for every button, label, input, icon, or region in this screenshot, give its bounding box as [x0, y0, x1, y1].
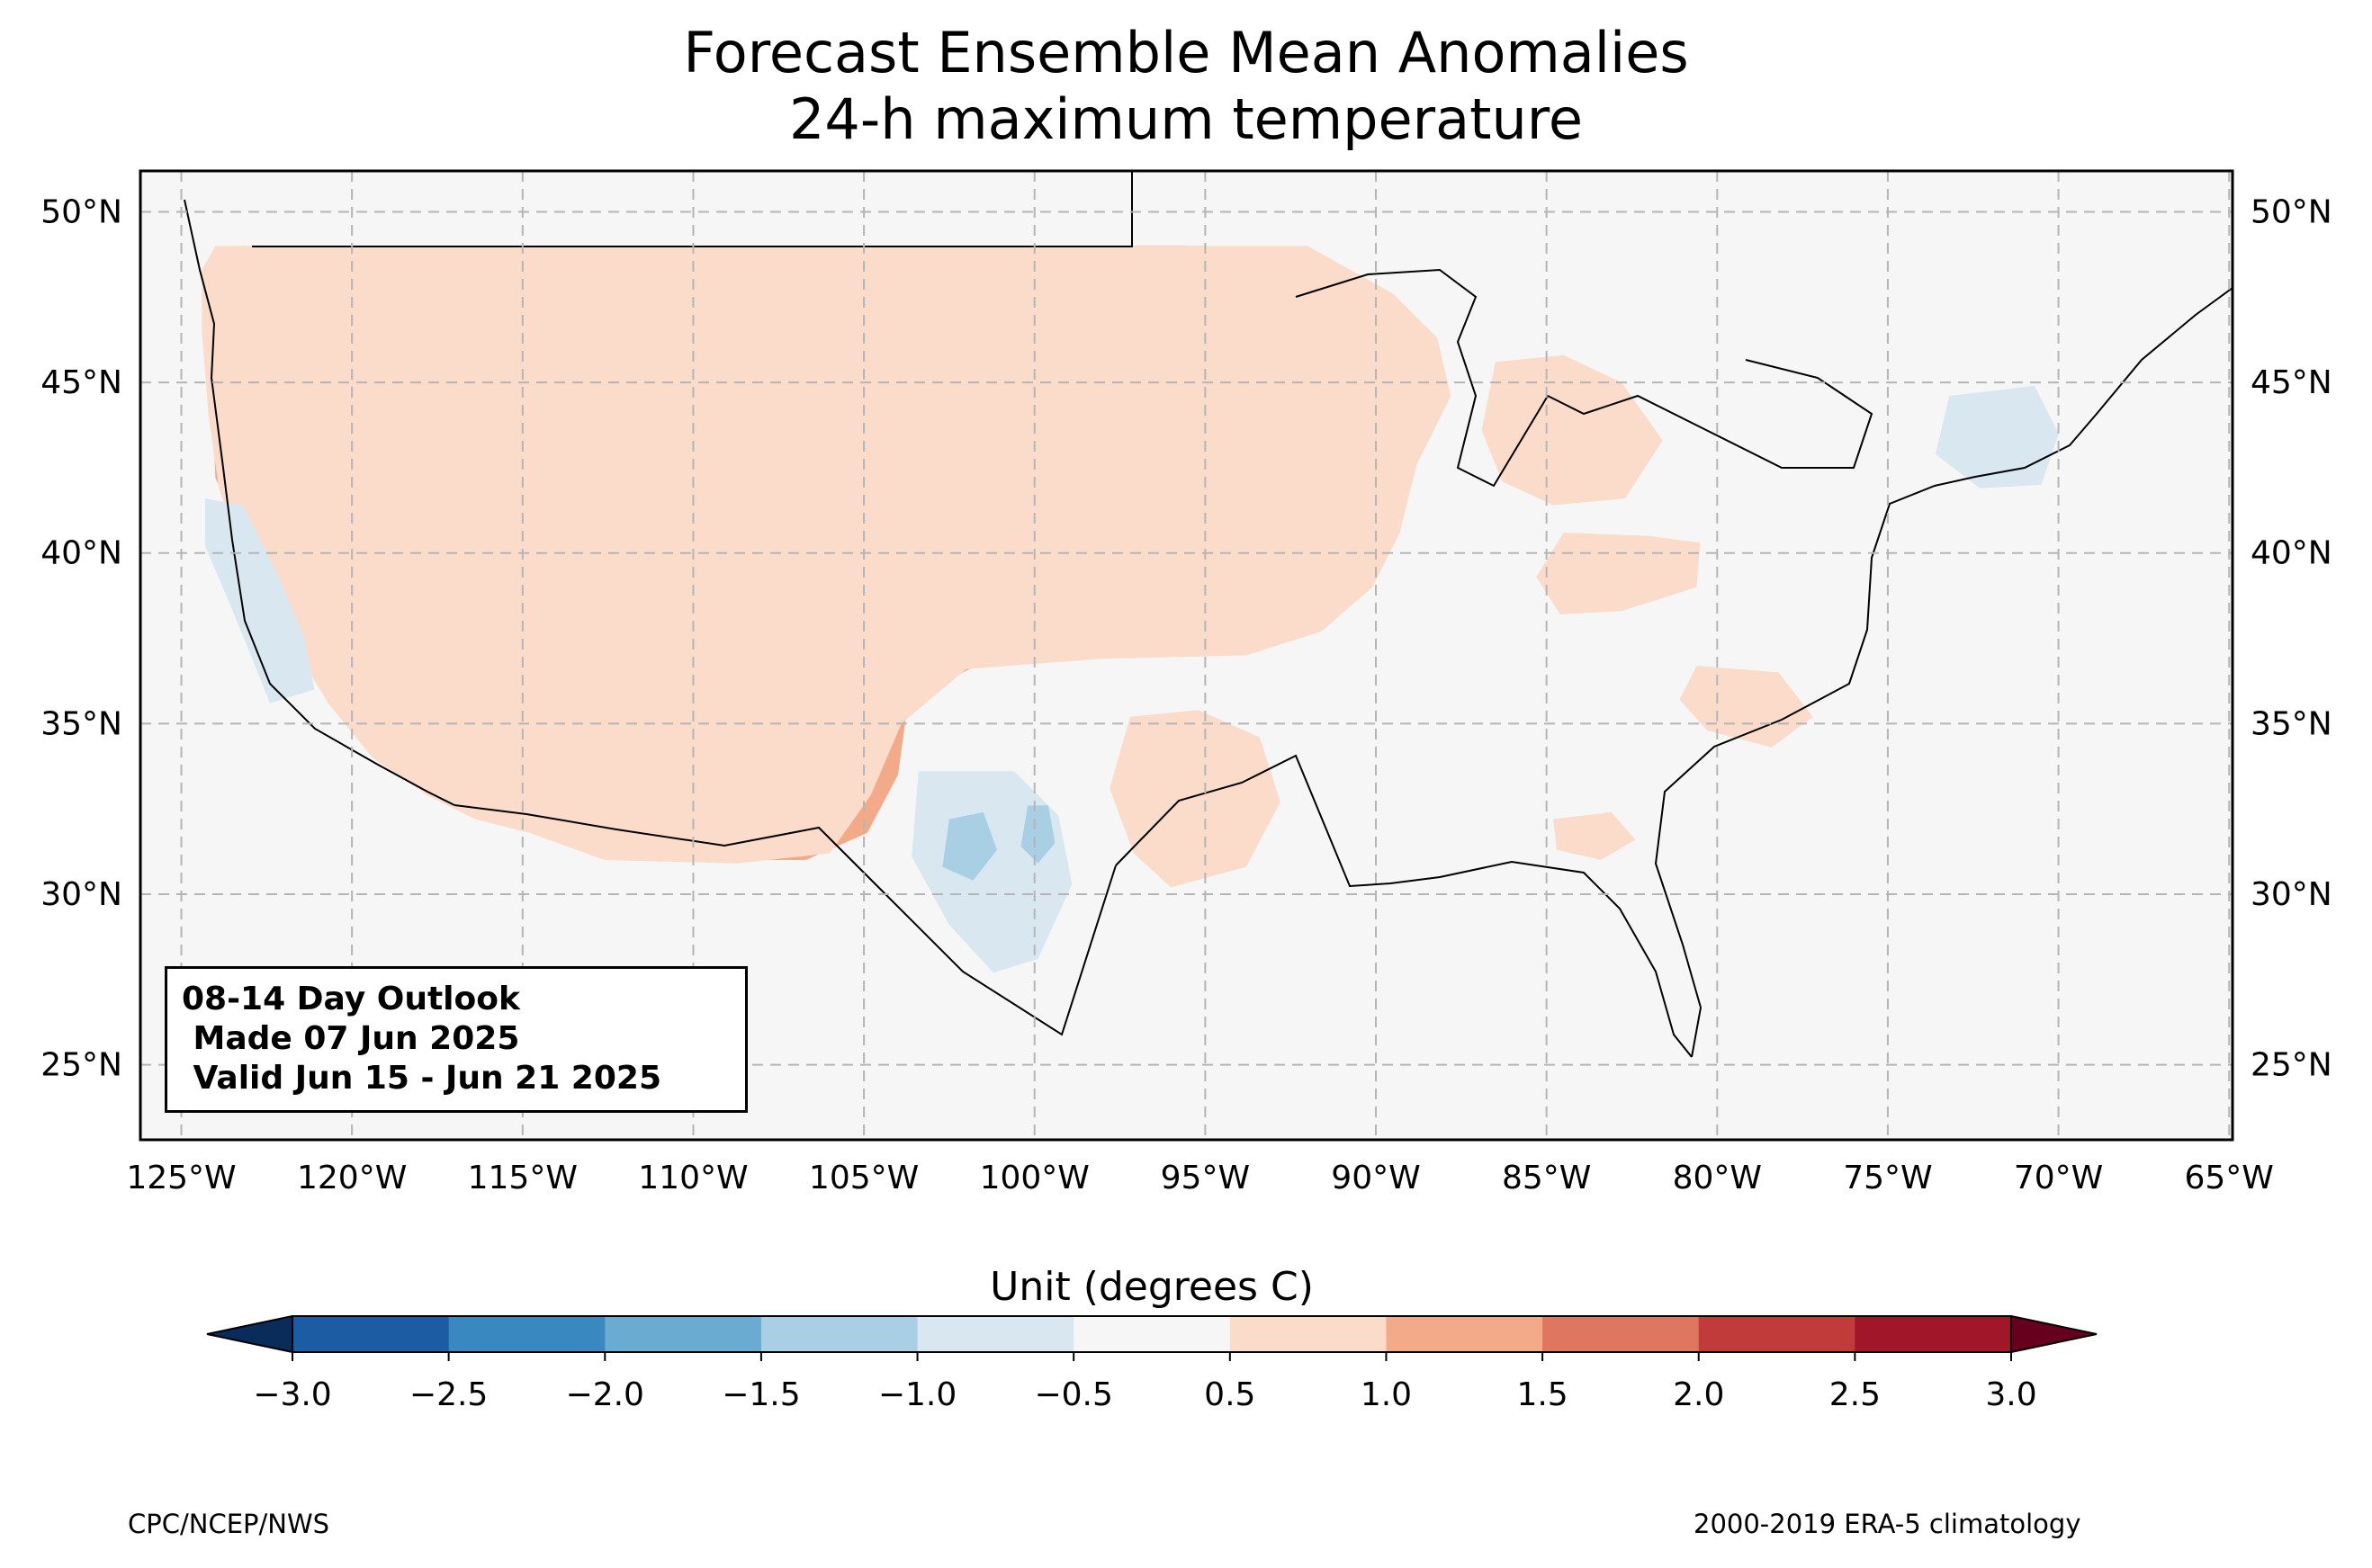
colorbar-tick-label-0: −3.0 — [253, 1376, 331, 1413]
lon-label-1: 120°W — [297, 1160, 407, 1196]
lat-label-left-5: 50°N — [40, 194, 122, 231]
colorbar-swatch-1 — [448, 1316, 606, 1352]
lon-label-12: 65°W — [2185, 1160, 2274, 1196]
outlook-info-box: 08-14 Day Outlook Made 07 Jun 2025 Valid… — [165, 966, 748, 1113]
anomaly-region-14 — [942, 811, 997, 881]
colorbar-tick-label-11: 3.0 — [1985, 1376, 2036, 1413]
map-panel — [139, 169, 2234, 1142]
lon-label-4: 105°W — [809, 1160, 919, 1196]
anomaly-region-13 — [1936, 385, 2059, 488]
lat-label-right-5: 50°N — [2251, 194, 2332, 231]
colorbar-tick-label-2: −2.0 — [566, 1376, 644, 1413]
colorbar-swatch-0 — [292, 1316, 450, 1352]
lat-label-left-4: 45°N — [40, 364, 122, 401]
lon-label-3: 110°W — [638, 1160, 748, 1196]
lat-label-right-3: 40°N — [2251, 535, 2332, 572]
chart-title: Forecast Ensemble Mean Anomalies 24-h ma… — [0, 20, 2372, 153]
anomaly-fill-layer — [202, 246, 2059, 973]
lon-label-10: 75°W — [1843, 1160, 1932, 1196]
anomaly-region-6 — [1481, 354, 1663, 506]
lat-label-right-1: 30°N — [2251, 876, 2332, 913]
latitude-labels-right: 25°N 30°N 35°N 40°N 45°N 50°N — [2251, 194, 2332, 1084]
colorbar-swatch-2 — [605, 1316, 762, 1352]
anomaly-region-15 — [1020, 805, 1056, 864]
colorbar-tick-labels: −3.0 −2.5 −2.0 −1.5 −1.0 −0.5 0.5 1.0 1.5 2.0 2.5 3… — [253, 1352, 2037, 1413]
colorbar-swatch-3 — [760, 1316, 919, 1352]
lat-label-left-1: 30°N — [40, 876, 122, 913]
credit-climatology: 2000-2019 ERA-5 climatology — [1694, 1509, 2081, 1539]
lat-label-left-3: 40°N — [40, 535, 122, 572]
lon-label-8: 85°W — [1502, 1160, 1591, 1196]
boundary-lines — [184, 171, 2233, 1058]
colorbar-extend-max — [2010, 1314, 2098, 1354]
anomaly-region-5 — [202, 246, 1451, 864]
colorbar-tick-label-1: −2.5 — [409, 1376, 488, 1413]
anomaly-region-10 — [1553, 811, 1636, 860]
colorbar-outline — [292, 1315, 2012, 1353]
outlook-valid-range: Valid Jun 15 - Jun 21 2025 — [182, 1060, 662, 1097]
anomaly-region-9 — [1110, 710, 1280, 888]
colorbar-swatch-4 — [917, 1316, 1074, 1352]
lon-label-2: 115°W — [468, 1160, 578, 1196]
lon-label-0: 125°W — [126, 1160, 236, 1196]
gulf-coastline — [1115, 754, 1693, 1058]
colorbar-tick-label-8: 1.5 — [1516, 1376, 1568, 1413]
map-frame — [139, 169, 2234, 1142]
colorbar-tick-label-7: 1.0 — [1361, 1376, 1412, 1413]
title-line-2: 24-h maximum temperature — [788, 86, 1584, 152]
outlook-period: 08-14 Day Outlook — [182, 981, 520, 1017]
colorbar-extend-min — [206, 1314, 293, 1354]
lat-label-left-2: 35°N — [40, 705, 122, 742]
lon-label-7: 90°W — [1331, 1160, 1420, 1196]
anomaly-region-8 — [1679, 665, 1813, 748]
anomaly-region-11 — [205, 498, 315, 703]
lat-label-right-4: 45°N — [2251, 364, 2332, 401]
lat-label-right-2: 35°N — [2251, 705, 2332, 742]
colorbar-tick-label-9: 2.0 — [1673, 1376, 1724, 1413]
lat-label-right-0: 25°N — [2251, 1047, 2332, 1084]
east-coastline — [1654, 287, 2233, 1058]
great-lakes-outline — [1295, 268, 1873, 488]
colorbar-tick-label-6: 0.5 — [1204, 1376, 1255, 1413]
colorbar — [206, 1314, 2098, 1354]
title-line-1: Forecast Ensemble Mean Anomalies — [683, 20, 1689, 85]
lon-label-11: 70°W — [2014, 1160, 2103, 1196]
outlook-made-date: Made 07 Jun 2025 — [182, 1020, 520, 1057]
lon-label-6: 95°W — [1161, 1160, 1250, 1196]
lon-label-5: 100°W — [980, 1160, 1090, 1196]
west-coastline — [184, 199, 455, 806]
latitude-labels-left: 25°N 30°N 35°N 40°N 45°N 50°N — [40, 194, 122, 1084]
lat-label-left-0: 25°N — [40, 1047, 122, 1084]
colorbar-label: Unit (degrees C) — [990, 1264, 1314, 1310]
colorbar-tick-label-10: 2.5 — [1829, 1376, 1881, 1413]
colorbar-swatch-6 — [1229, 1316, 1387, 1352]
credit-source: CPC/NCEP/NWS — [128, 1509, 330, 1539]
colorbar-swatch-10 — [1855, 1316, 2012, 1352]
colorbar-swatch-7 — [1386, 1316, 1543, 1352]
colorbar-tick-label-3: −1.5 — [722, 1376, 800, 1413]
colorbar-tick-label-4: −1.0 — [878, 1376, 957, 1413]
mexico-border — [454, 804, 1117, 1036]
colorbar-tick-label-5: −0.5 — [1034, 1376, 1112, 1413]
lon-label-9: 80°W — [1673, 1160, 1762, 1196]
us-canada-border — [252, 171, 1133, 247]
colorbar-swatch-9 — [1698, 1316, 1855, 1352]
colorbar-swatch-8 — [1542, 1316, 1700, 1352]
colorbar-swatch-5 — [1074, 1316, 1231, 1352]
longitude-labels: 125°W 120°W 115°W 110°W 105°W 100°W 95°W 90°W 85… — [126, 1160, 2274, 1196]
